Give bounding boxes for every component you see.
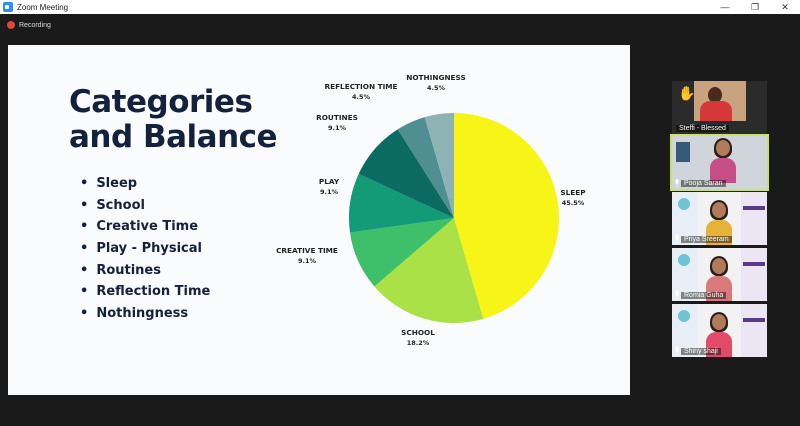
bullet-item: School [80,195,210,217]
slice-label: NOTHINGNESS [406,73,465,82]
restore-button[interactable]: ❐ [750,1,760,12]
participant-tile[interactable]: ✋ Steffi - Blessed [672,81,767,134]
pie-slice-reflection-time [397,117,454,218]
pie-slice-sleep [454,113,560,319]
meeting-stage: Recording Categories and Balance Sleep S… [0,14,800,426]
wall-frame [676,142,690,162]
video-feed [708,138,738,183]
record-icon [7,21,15,29]
participant-name: Priya Sreeram [681,236,732,243]
bullet-item: Sleep [80,173,210,195]
slice-label: REFLECTION TIME [324,82,397,91]
pie-slice-creative-time [350,218,454,287]
microphone-icon [675,291,679,299]
participant-name: Pooja Saran [681,180,726,187]
pie-chart: SLEEP 45.5% SCHOOL 18.2% CREATIVE TIME 9.1% PL… [276,73,586,347]
bullet-item: Creative Time [80,216,210,238]
background-poster [741,248,767,301]
slice-percentage: 4.5% [427,84,446,92]
slice-label: PLAY [319,177,340,186]
recording-indicator[interactable]: Recording [7,21,51,29]
pie-slice-nothingness [424,113,454,218]
raised-hand-icon: ✋ [678,85,696,101]
slice-percentage: 9.1% [328,124,347,132]
participant-tile[interactable]: Shiny shaji [672,304,767,357]
microphone-icon [675,347,679,355]
slice-percentage: 9.1% [320,188,339,196]
bullet-item: Play - Physical [80,238,210,260]
slice-percentage: 45.5% [562,199,585,207]
bullet-list: Sleep School Creative Time Play - Physic… [80,173,210,325]
video-feed [694,81,746,121]
pie-slice-play [349,173,454,233]
slice-label: SCHOOL [401,328,435,337]
video-feed [704,312,734,357]
participant-name: Shiny shaji [681,348,721,355]
slide-title: Categories and Balance [69,85,309,155]
participant-tile-active[interactable]: Pooja Saran [670,134,769,191]
slice-percentage: 9.1% [298,257,317,265]
video-feed [704,256,734,301]
background-poster [741,304,767,357]
window-controls: — ❐ ✕ [710,0,800,14]
slice-percentage: 18.2% [407,339,430,347]
slice-label: CREATIVE TIME [276,246,338,255]
slice-label: ROUTINES [316,113,358,122]
slice-percentage: 4.5% [352,93,371,101]
slice-label: SLEEP [560,188,586,197]
bullet-item: Reflection Time [80,281,210,303]
bullet-item: Nothingness [80,303,210,325]
pie-slice-school [374,218,484,324]
participant-name: Steffi - Blessed [676,125,729,132]
minimize-button[interactable]: — [720,2,730,12]
window-title: Zoom Meeting [17,2,69,12]
participant-name: Romia Guha [681,292,727,299]
recording-label: Recording [19,21,51,29]
zoom-app-icon [3,2,13,12]
video-feed [704,200,734,245]
pie-slice-routines [358,129,454,218]
slide-title-line-1: Categories [69,84,253,120]
bullet-item: Routines [80,260,210,282]
microphone-icon [675,179,679,187]
background-poster [741,192,767,245]
close-button[interactable]: ✕ [781,1,789,12]
participant-tile[interactable]: Priya Sreeram [672,192,767,245]
participant-tile[interactable]: Romia Guha [672,248,767,301]
shared-slide: Categories and Balance Sleep School Crea… [8,45,630,395]
microphone-icon [675,235,679,243]
title-bar: Zoom Meeting — ❐ ✕ [0,0,800,14]
slide-title-line-2: and Balance [69,119,278,155]
